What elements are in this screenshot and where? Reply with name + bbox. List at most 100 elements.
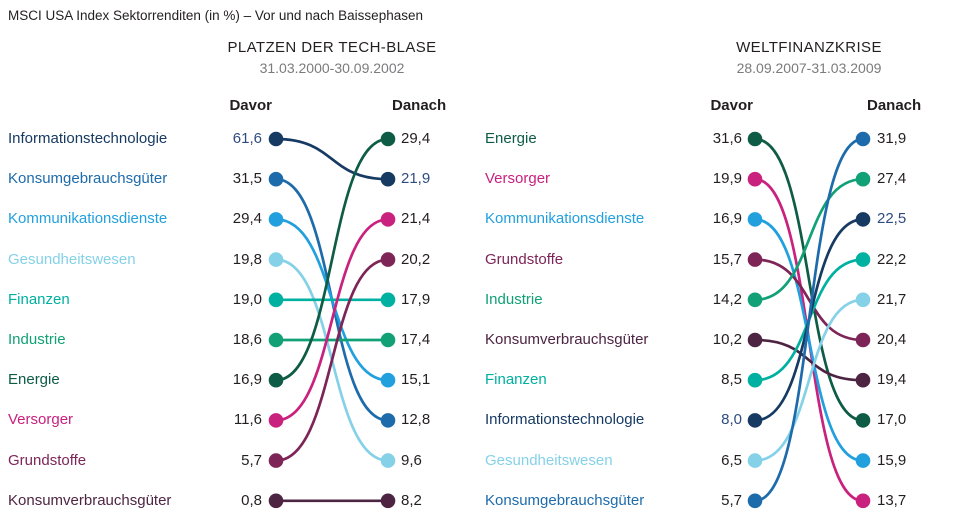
before-dot bbox=[268, 493, 284, 509]
panel-period: 31.03.2000-30.09.2002 bbox=[259, 60, 405, 76]
after-value: 17,4 bbox=[401, 331, 431, 348]
before-value: 5,7 bbox=[241, 451, 262, 469]
before-value: 15,7 bbox=[712, 250, 742, 268]
before-dot bbox=[747, 212, 763, 227]
after-value: 31,9 bbox=[877, 130, 907, 147]
sector-label: Versorger bbox=[485, 170, 551, 188]
after-value: 15,9 bbox=[877, 451, 907, 469]
sector-label: Kommunikationsdienste bbox=[485, 210, 645, 228]
slope-line bbox=[754, 258, 864, 342]
slope-line bbox=[754, 218, 864, 422]
after-dot bbox=[380, 131, 396, 147]
sector-label: Grundstoffe bbox=[485, 250, 564, 268]
before-value: 29,4 bbox=[232, 210, 262, 228]
slope-line bbox=[275, 137, 389, 181]
before-value: 19,8 bbox=[232, 250, 262, 268]
sector-label: Gesundheitswesen bbox=[485, 451, 613, 469]
slope-line bbox=[754, 218, 864, 462]
before-value: 5,7 bbox=[721, 491, 742, 509]
after-value: 21,4 bbox=[401, 210, 431, 228]
slope-line bbox=[275, 137, 389, 382]
after-dot bbox=[380, 252, 396, 267]
after-dot bbox=[380, 372, 396, 388]
slope-line bbox=[754, 298, 864, 462]
after-dot bbox=[855, 171, 871, 187]
after-dot bbox=[380, 292, 396, 308]
slope-line bbox=[754, 177, 864, 503]
panel-title: WELTFINANZKRISE bbox=[736, 39, 882, 56]
sector-label: Finanzen bbox=[485, 371, 547, 389]
after-value: 9,6 bbox=[401, 451, 422, 469]
before-dot bbox=[747, 332, 763, 348]
sector-label: Energie bbox=[485, 130, 537, 147]
before-value: 18,6 bbox=[232, 331, 262, 348]
after-dot bbox=[855, 372, 871, 388]
before-dot bbox=[747, 292, 763, 308]
column-label-davor: Davor bbox=[710, 97, 753, 114]
after-value: 27,4 bbox=[877, 170, 907, 188]
after-value: 13,7 bbox=[877, 491, 907, 509]
slope-line bbox=[754, 137, 864, 422]
sector-label: Informationstechnologie bbox=[8, 130, 168, 147]
after-value: 21,7 bbox=[877, 290, 907, 308]
slope-line bbox=[275, 218, 389, 382]
sector-label: Gesundheitswesen bbox=[8, 250, 136, 268]
panel-title: PLATZEN DER TECH-BLASE bbox=[227, 39, 437, 56]
before-value: 8,0 bbox=[721, 411, 742, 429]
slope-line bbox=[754, 258, 864, 382]
after-dot bbox=[855, 292, 871, 308]
sector-label: Finanzen bbox=[8, 290, 70, 308]
before-dot bbox=[268, 131, 284, 147]
before-value: 8,5 bbox=[721, 371, 742, 389]
before-value: 16,9 bbox=[232, 371, 262, 389]
before-value: 11,6 bbox=[233, 411, 262, 429]
after-value: 22,2 bbox=[877, 250, 907, 268]
after-dot bbox=[380, 493, 396, 509]
sector-label: Konsumgebrauchsgüter bbox=[485, 491, 645, 509]
before-dot bbox=[268, 212, 284, 227]
column-label-danach: Danach bbox=[867, 97, 922, 114]
after-value: 20,4 bbox=[877, 331, 907, 348]
panel-tech-bubble: PLATZEN DER TECH-BLASE 31.03.2000-30.09.… bbox=[8, 39, 447, 509]
before-dot bbox=[747, 131, 763, 147]
before-value: 31,5 bbox=[232, 170, 262, 188]
slope-line bbox=[754, 338, 864, 382]
after-dot bbox=[380, 332, 396, 348]
page-title: MSCI USA Index Sektorrenditen (in %) – V… bbox=[8, 8, 423, 23]
slope-line bbox=[754, 177, 864, 302]
before-dot bbox=[268, 292, 284, 308]
before-value: 31,6 bbox=[712, 130, 742, 147]
after-dot bbox=[855, 493, 871, 509]
sector-label: Versorger bbox=[8, 411, 74, 429]
after-dot bbox=[380, 453, 396, 468]
before-dot bbox=[268, 171, 284, 187]
after-dot bbox=[855, 212, 871, 227]
column-label-danach: Danach bbox=[392, 97, 447, 114]
sector-label: Informationstechnologie bbox=[485, 411, 645, 429]
before-dot bbox=[268, 413, 284, 428]
after-dot bbox=[380, 171, 396, 187]
sector-label: Industrie bbox=[485, 290, 543, 308]
before-value: 10,2 bbox=[712, 331, 742, 348]
after-dot bbox=[855, 332, 871, 348]
before-dot bbox=[747, 453, 763, 468]
panel-financial-crisis: WELTFINANZKRISE 28.09.2007-31.03.2009 Da… bbox=[480, 0, 960, 522]
after-dot bbox=[855, 131, 871, 147]
after-dot bbox=[855, 252, 871, 267]
panel-period: 28.09.2007-31.03.2009 bbox=[736, 60, 882, 76]
before-dot bbox=[268, 252, 284, 267]
after-dot bbox=[855, 453, 871, 468]
before-dot bbox=[268, 332, 284, 348]
sector-label: Energie bbox=[8, 371, 60, 389]
sector-label: Konsumverbrauchsgüter bbox=[485, 331, 649, 348]
slope-line bbox=[275, 258, 389, 462]
before-value: 19,0 bbox=[232, 290, 262, 308]
after-value: 17,9 bbox=[401, 290, 431, 308]
after-value: 29,4 bbox=[401, 130, 431, 147]
sector-label: Kommunikationsdienste bbox=[8, 210, 168, 228]
before-dot bbox=[747, 372, 763, 388]
after-dot bbox=[855, 413, 871, 428]
before-dot bbox=[747, 413, 763, 428]
after-dot bbox=[380, 413, 396, 428]
